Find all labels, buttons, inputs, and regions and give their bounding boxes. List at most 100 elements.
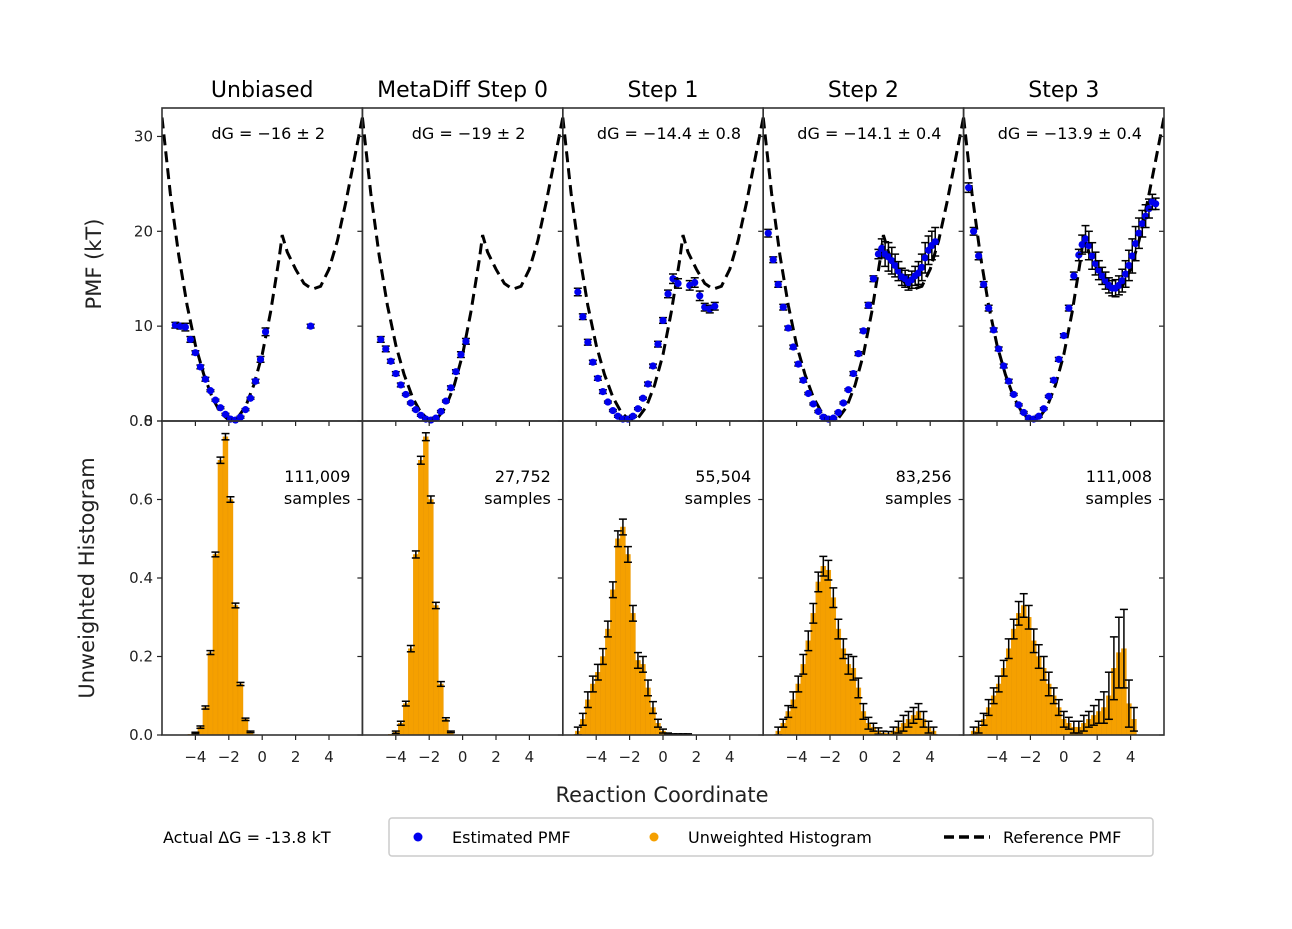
x-axis-label: Reaction Coordinate: [555, 783, 768, 807]
legend-note: Actual ΔG = -13.8 kT: [163, 828, 331, 847]
pmf-point: [990, 326, 998, 334]
x-tick-label: 2: [692, 748, 702, 766]
pmf-point: [1010, 390, 1018, 399]
dg-label: dG = −13.9 ± 0.4: [998, 124, 1142, 143]
pmf-point: [634, 405, 642, 413]
histogram-plot: [187, 432, 259, 735]
y-tick-label: 20: [134, 222, 153, 240]
pmf-point: [246, 394, 255, 402]
pmf-point: [236, 413, 245, 421]
x-tick-label: 4: [925, 748, 935, 766]
pmf-point: [970, 227, 978, 235]
reference-pmf-line: [362, 117, 563, 422]
pmf-point: [181, 323, 189, 331]
x-tick-label: 0: [257, 748, 267, 766]
histogram-bar: [1016, 613, 1022, 735]
y-tick-label: 0.4: [129, 569, 153, 587]
pmf-point: [1081, 235, 1090, 243]
x-tick-label: 4: [324, 748, 334, 766]
pmf-point: [854, 350, 862, 358]
pmf-point: [649, 362, 657, 370]
samples-count: 111,009: [284, 467, 350, 486]
pmf-point: [1125, 261, 1133, 270]
pmf-point: [599, 387, 607, 396]
histogram-bar: [830, 597, 837, 735]
pmf-point: [980, 280, 988, 289]
histogram-bar: [202, 707, 209, 735]
pmf-point: [995, 345, 1003, 353]
histogram-bar: [800, 664, 806, 735]
histogram-bar: [640, 664, 646, 735]
x-tick-label: −2: [218, 748, 240, 766]
pmf-axes-frame: [161, 107, 364, 422]
pmf-point: [241, 406, 250, 414]
pmf-point: [914, 269, 923, 277]
pmf-plot: [162, 117, 363, 424]
pmf-point: [256, 355, 265, 363]
legend-label: Estimated PMF: [452, 828, 571, 847]
pmf-plot: [763, 117, 964, 423]
samples-label: samples: [1085, 489, 1152, 508]
x-tick-label: −4: [585, 748, 607, 766]
x-tick-label: 4: [525, 748, 535, 766]
samples-count: 27,752: [495, 467, 551, 486]
x-tick-label: 0: [859, 748, 869, 766]
pmf-point: [764, 229, 772, 237]
pmf-point: [1152, 200, 1160, 208]
pmf-point: [891, 261, 899, 270]
pmf-point: [191, 349, 199, 357]
pmf-point: [432, 414, 440, 422]
pmf-point: [659, 316, 667, 325]
pmf-point: [644, 380, 652, 388]
pmf-point: [452, 368, 460, 376]
x-tick-label: 0: [1059, 748, 1069, 766]
pmf-point: [594, 374, 602, 382]
samples-count: 55,504: [695, 467, 751, 486]
pmf-point: [1085, 241, 1093, 250]
pmf-point: [407, 399, 415, 407]
x-tick-label: −4: [184, 748, 206, 766]
samples-label: samples: [284, 489, 351, 508]
pmf-point: [457, 351, 465, 359]
pmf-plot: [963, 117, 1164, 423]
pmf-point: [584, 338, 592, 346]
pmf-point: [442, 397, 450, 405]
pmf-point: [387, 357, 395, 365]
pmf-plot: [362, 117, 563, 424]
pmf-point: [1078, 240, 1086, 249]
pmf-point: [839, 399, 847, 407]
histogram-bar: [1031, 640, 1037, 735]
pmf-point: [878, 244, 886, 252]
legend-label: Reference PMF: [1003, 828, 1121, 847]
panel-title: Step 2: [828, 78, 899, 103]
histogram-bar: [1005, 648, 1012, 735]
pmf-point: [589, 358, 597, 366]
pmf-point: [201, 375, 210, 383]
histogram-axes-frame: [962, 420, 1165, 736]
pmf-point: [664, 290, 672, 298]
histogram-plot: [774, 555, 938, 735]
y-tick-label: 0: [143, 412, 153, 430]
pmf-point: [1145, 204, 1153, 213]
dg-label: dG = −16 ± 2: [211, 124, 325, 143]
pmf-point: [261, 328, 270, 336]
pmf-point: [417, 411, 425, 419]
pmf-point: [779, 303, 787, 311]
pmf-point: [1015, 401, 1023, 409]
histogram-bar: [423, 436, 429, 735]
histogram-bar: [620, 526, 626, 735]
pmf-axes-frame: [762, 107, 965, 422]
pmf-point: [639, 394, 647, 402]
pmf-point: [874, 250, 883, 258]
samples-label: samples: [685, 489, 752, 508]
dg-label: dG = −19 ± 2: [412, 124, 526, 143]
pmf-point: [804, 389, 812, 398]
samples-count: 111,008: [1086, 467, 1152, 486]
histogram-bar: [413, 554, 419, 735]
x-tick-label: 4: [1126, 748, 1136, 766]
pmf-point: [1128, 252, 1136, 260]
pmf-point: [251, 377, 260, 385]
pmf-point: [814, 407, 822, 416]
pmf-point: [849, 369, 857, 378]
pmf-point: [211, 396, 220, 404]
